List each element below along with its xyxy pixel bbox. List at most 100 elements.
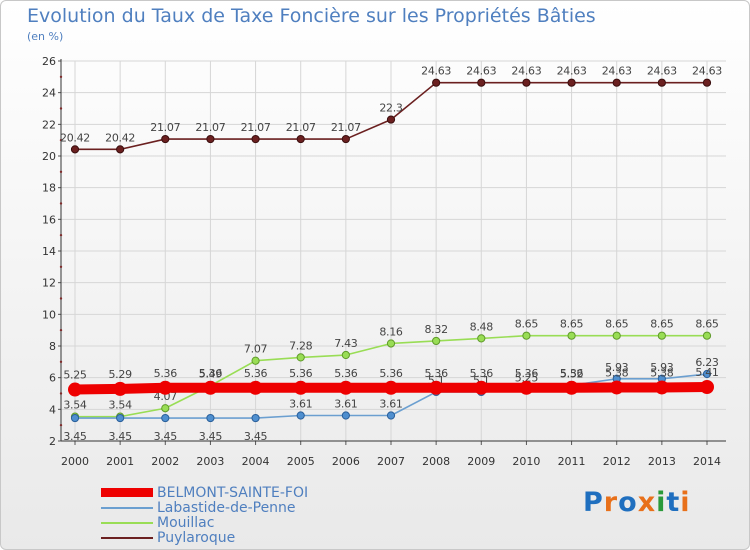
data-label: 5.38 [650, 366, 674, 379]
data-point [206, 134, 215, 144]
x-tick-label: 2003 [196, 455, 224, 468]
y-tick-label: 24 [42, 87, 56, 100]
x-tick-label: 2012 [603, 455, 631, 468]
data-label: 5.29 [108, 368, 132, 381]
data-label: 21.07 [331, 121, 361, 134]
data-label: 5.93 [605, 361, 629, 374]
data-label: 5.36 [379, 367, 403, 380]
data-point [432, 78, 441, 87]
data-label: 20.42 [105, 131, 135, 144]
data-point [203, 380, 218, 395]
data-label: 3.45 [199, 430, 223, 443]
data-point [248, 380, 263, 395]
data-label: 22.3 [379, 102, 403, 115]
data-point [251, 134, 260, 144]
legend: BELMONT-SAINTE-FOI Labastide-de-Penne Moui… [101, 485, 308, 545]
data-point [474, 380, 489, 395]
x-tick-label: 2007 [377, 455, 405, 468]
data-label: 5.36 [560, 367, 584, 380]
data-label: 24.63 [692, 65, 722, 78]
legend-item: Labastide-de-Penne [101, 500, 308, 515]
x-tick-label: 2008 [422, 455, 450, 468]
y-tick-label: 26 [42, 55, 56, 68]
data-point [612, 331, 621, 340]
data-point [338, 380, 353, 395]
logo-letter: t [666, 487, 681, 518]
data-label: 5.93 [650, 361, 674, 374]
proxiti-logo: Proxiti [583, 487, 691, 518]
legend-item: BELMONT-SAINTE-FOI [101, 485, 308, 500]
legend-swatch [101, 536, 153, 539]
data-label: 3.61 [289, 398, 312, 411]
data-point [113, 381, 128, 396]
data-point [702, 331, 712, 340]
data-point [116, 145, 125, 154]
data-point [251, 413, 260, 423]
data-label: 21.07 [241, 121, 271, 134]
data-label: 5.49 [199, 368, 223, 381]
x-tick-label: 2002 [151, 455, 179, 468]
data-point [161, 134, 170, 144]
data-label: 6.23 [695, 356, 719, 369]
y-tick-label: 6 [49, 372, 56, 385]
data-point [341, 411, 350, 420]
y-tick-label: 2 [49, 435, 56, 448]
series-puylaroque: 20.42 20.42 21.07 21.07 21.07 21.07 21.07 22.3 2… [60, 65, 723, 154]
data-point [386, 339, 396, 348]
data-label: 5.25 [63, 369, 87, 382]
data-point [158, 380, 173, 395]
data-point [341, 350, 350, 360]
data-label: 5.36 [289, 367, 313, 380]
data-label: 8.65 [695, 318, 719, 331]
data-point [657, 331, 666, 340]
data-point [70, 145, 80, 154]
data-label: 8.48 [470, 320, 494, 333]
data-point [567, 331, 576, 340]
y-tick-label: 4 [49, 403, 56, 416]
series-mouillac: 3.54 3.54 4.07 5.49 7.07 7.28 7.43 8.16 8.32 8.48… [63, 318, 719, 421]
legend-swatch [101, 506, 153, 509]
data-point [519, 380, 534, 395]
y-tick-label: 18 [42, 182, 56, 195]
data-label: 8.32 [424, 323, 447, 336]
data-label: 5.36 [334, 367, 358, 380]
data-point [293, 380, 308, 395]
data-label: 5.36 [515, 367, 539, 380]
y-tick-label: 20 [42, 150, 56, 163]
data-label: 3.61 [379, 398, 402, 411]
data-point [702, 78, 712, 87]
data-label: 3.45 [244, 430, 268, 443]
legend-swatch [101, 521, 153, 524]
data-label: 3.54 [108, 399, 132, 412]
data-point [654, 380, 669, 395]
data-point [296, 411, 305, 420]
chart-subtitle: (en %) [27, 30, 64, 43]
data-label: 20.42 [60, 131, 90, 144]
data-label: 5.25 [515, 372, 539, 385]
data-label: 5.36 [199, 367, 223, 380]
data-point [341, 134, 350, 144]
data-label: 5.41 [695, 366, 718, 379]
logo-letter: P [583, 487, 604, 518]
x-tick-label: 2013 [648, 455, 676, 468]
logo-letter: i [680, 487, 691, 518]
logo-letter: x [637, 487, 657, 518]
x-tick-label: 2014 [693, 455, 721, 468]
data-point [68, 382, 82, 397]
data-label: 3.61 [334, 398, 357, 411]
data-label: 3.45 [63, 430, 87, 443]
data-point [206, 413, 215, 423]
data-point [702, 369, 712, 379]
y-tick-label: 8 [49, 340, 56, 353]
data-point [477, 334, 486, 343]
data-label: 24.63 [466, 65, 496, 78]
data-label: 3.45 [154, 430, 178, 443]
y-tick-label: 14 [42, 245, 56, 258]
legend-label: Labastide-de-Penne [157, 499, 296, 516]
legend-item: Puylaroque [101, 530, 308, 545]
data-label: 4.07 [154, 390, 178, 403]
data-point [657, 78, 666, 87]
data-label: 21.07 [150, 121, 180, 134]
data-label: 24.63 [647, 65, 677, 78]
data-label: 8.65 [560, 318, 584, 331]
